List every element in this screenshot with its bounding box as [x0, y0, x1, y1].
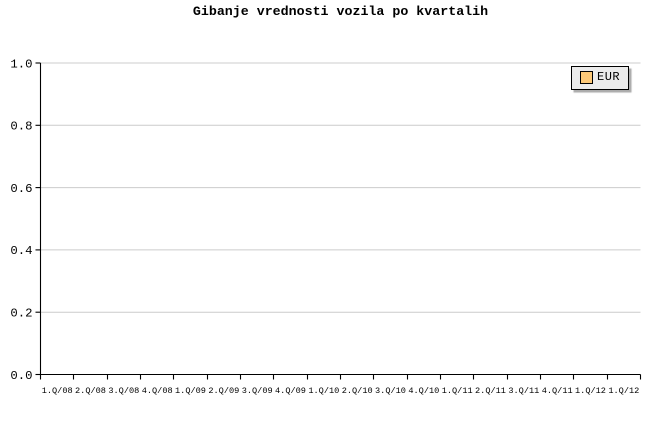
- svg-text:3.Q/09: 3.Q/09: [242, 386, 273, 396]
- svg-text:0.2: 0.2: [10, 307, 32, 321]
- svg-text:2.Q/08: 2.Q/08: [75, 386, 106, 396]
- svg-text:4.Q/08: 4.Q/08: [142, 386, 173, 396]
- svg-text:0.8: 0.8: [10, 120, 32, 134]
- svg-text:1.Q/11: 1.Q/11: [442, 386, 473, 396]
- svg-text:0.4: 0.4: [10, 244, 32, 258]
- svg-text:4.Q/10: 4.Q/10: [408, 386, 439, 396]
- svg-text:1.Q/09: 1.Q/09: [175, 386, 206, 396]
- svg-text:1.Q/12: 1.Q/12: [608, 386, 639, 396]
- svg-text:0.0: 0.0: [10, 369, 32, 383]
- svg-text:1.Q/08: 1.Q/08: [42, 386, 73, 396]
- svg-text:2.Q/11: 2.Q/11: [475, 386, 506, 396]
- svg-text:2.Q/10: 2.Q/10: [342, 386, 373, 396]
- svg-text:1.0: 1.0: [10, 57, 32, 71]
- svg-text:3.Q/08: 3.Q/08: [108, 386, 139, 396]
- svg-text:1.Q/10: 1.Q/10: [308, 386, 339, 396]
- svg-text:2.Q/09: 2.Q/09: [208, 386, 239, 396]
- svg-text:4.Q/09: 4.Q/09: [275, 386, 306, 396]
- svg-text:0.6: 0.6: [10, 182, 32, 196]
- svg-text:3.Q/10: 3.Q/10: [375, 386, 406, 396]
- svg-text:3.Q/11: 3.Q/11: [508, 386, 539, 396]
- svg-text:4.Q/11: 4.Q/11: [542, 386, 573, 396]
- svg-text:1.Q/12: 1.Q/12: [575, 386, 606, 396]
